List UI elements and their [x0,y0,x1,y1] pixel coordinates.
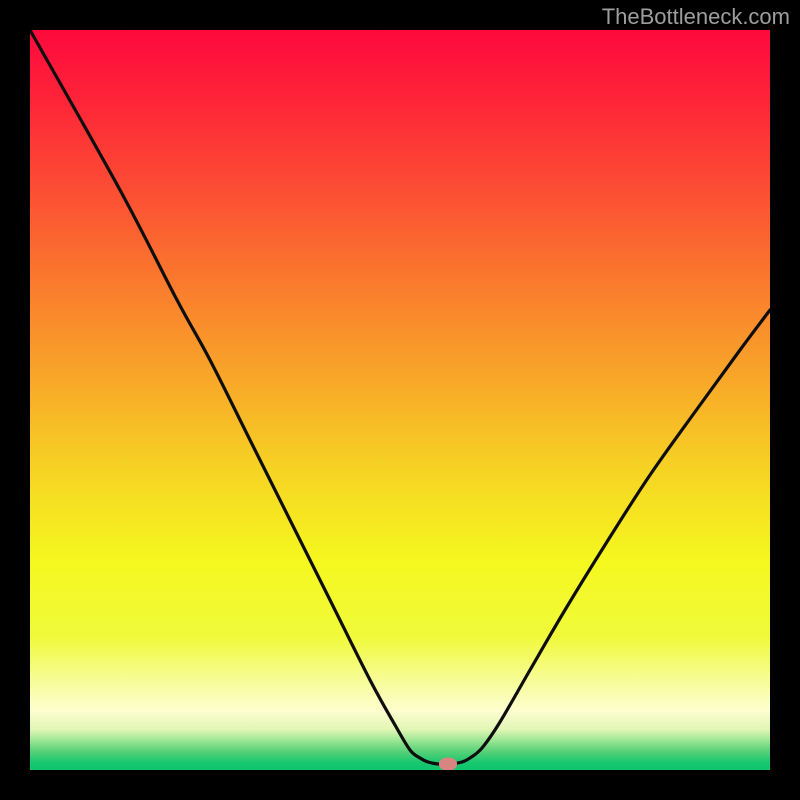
plot-area [30,30,770,770]
minimum-marker [439,758,457,771]
watermark: TheBottleneck.com [602,4,790,30]
bottleneck-curve [30,30,770,770]
